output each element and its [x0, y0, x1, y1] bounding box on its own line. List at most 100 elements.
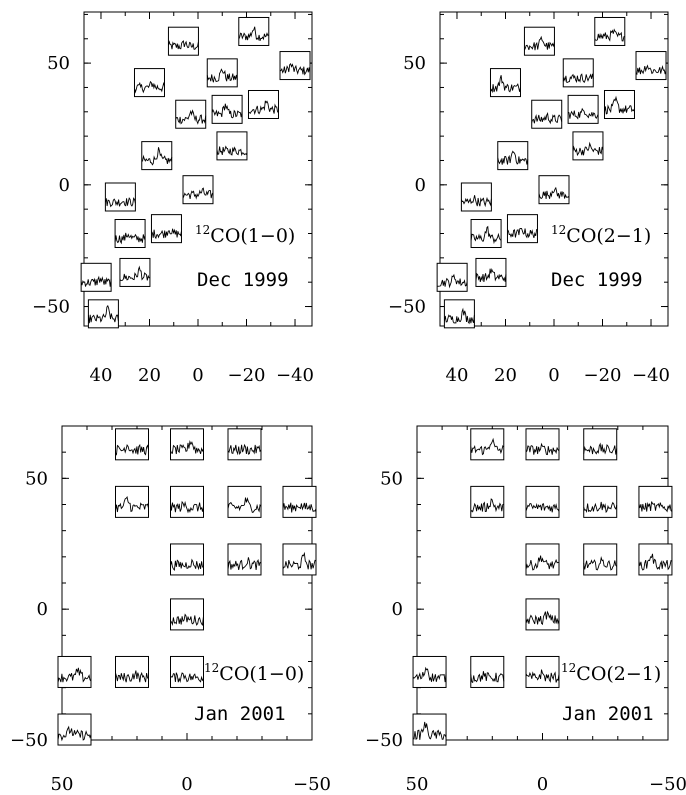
x-tick-label: −40: [632, 365, 670, 386]
spectrum-box: [282, 543, 317, 576]
spectrum-trace: [182, 187, 214, 200]
spectrum-trace: [238, 26, 270, 42]
spectrum-box: [538, 175, 570, 205]
spectrum-trace: [572, 141, 604, 157]
spectrum-trace: [151, 228, 182, 240]
spectrum-trace: [167, 40, 199, 50]
spectrum-box: [216, 131, 248, 161]
spectrum-trace: [227, 443, 262, 456]
spectrum-trace: [170, 558, 204, 572]
line-label-isotope: 12: [195, 223, 210, 237]
x-tick-label: 50: [51, 774, 74, 795]
spectrum-box: [489, 68, 521, 98]
x-tick-label: 40: [446, 365, 469, 386]
line-label: 12CO(2−1): [561, 661, 661, 685]
spectrum-trace: [638, 501, 673, 513]
x-tick-label: −20: [584, 365, 622, 386]
y-tick-label: −50: [10, 730, 48, 751]
y-tick-label: 50: [403, 53, 426, 74]
x-tick-label: 0: [548, 365, 559, 386]
spectrum-trace: [567, 107, 599, 120]
spectrum-trace: [279, 62, 311, 76]
spectrum-box: [412, 713, 447, 746]
line-label-transition: CO(2−1): [566, 225, 651, 247]
spectrum-box: [170, 543, 204, 576]
spectrum-trace: [525, 502, 560, 513]
line-label-isotope: 12: [204, 661, 219, 675]
line-label-transition: CO(1−0): [219, 663, 304, 685]
x-tick-label: −40: [276, 365, 314, 386]
spectrum-trace: [507, 227, 538, 239]
spectrum-box: [567, 94, 599, 124]
epoch-label: Dec 1999: [197, 269, 289, 291]
spectrum-box: [182, 175, 214, 205]
line-label: 12CO(1−0): [204, 661, 304, 685]
spectrum-trace: [638, 553, 673, 571]
x-tick-label: 0: [537, 774, 548, 795]
spectrum-box: [525, 598, 560, 631]
panel-co21-dec1999: 40 20 0 −20 −40 50 0 −50 12CO(2−1) Dec 1999: [388, 11, 670, 386]
spectrum-trace: [227, 557, 262, 571]
spectrum-trace: [583, 501, 618, 514]
plot-frame: [61, 425, 313, 741]
spectrum-box: [583, 543, 618, 576]
spectrum-trace: [531, 112, 563, 125]
y-tick-label: −50: [365, 730, 403, 751]
x-tick-label: 20: [494, 365, 517, 386]
spectrum-box: [170, 428, 204, 461]
spectrum-box: [436, 262, 468, 292]
spectrum-trace: [412, 666, 447, 683]
spectrum-box: [412, 655, 447, 688]
spectrum-box: [506, 214, 538, 244]
spectrum-trace: [114, 232, 146, 245]
spectrum-trace: [211, 103, 243, 119]
spectrum-box: [460, 182, 492, 212]
spectrum-trace: [460, 195, 492, 208]
spectrum-box: [443, 299, 475, 329]
spectrum-trace: [141, 147, 173, 166]
spectrum-box: [115, 428, 149, 461]
spectrum-box: [470, 485, 505, 518]
spectrum-trace: [470, 225, 502, 245]
line-label-isotope: 12: [561, 661, 576, 675]
epoch-label: Dec 1999: [551, 269, 643, 291]
line-label: 12CO(2−1): [551, 223, 651, 247]
spectrum-box: [150, 214, 182, 244]
spectrum-box: [635, 51, 667, 81]
y-tick-label: 50: [25, 468, 48, 489]
x-tick-label: −20: [228, 365, 266, 386]
spectrum-box: [80, 262, 112, 292]
spectrum-trace: [413, 721, 447, 740]
spectrum-trace: [583, 556, 618, 571]
spectrum-trace: [497, 150, 529, 165]
spectrum-trace: [248, 100, 279, 116]
spectrum-box: [470, 428, 505, 461]
spectrum-trace: [87, 304, 119, 324]
spectrum-trace: [115, 670, 149, 683]
spectrum-trace: [538, 186, 570, 199]
spectrum-trace: [170, 672, 204, 683]
line-label-transition: CO(2−1): [576, 663, 661, 685]
spectrum-trace: [437, 273, 468, 289]
y-tick-label: 0: [392, 599, 403, 620]
spectrum-box: [525, 485, 560, 518]
spectrum-trace: [216, 145, 248, 157]
spectrum-box: [572, 131, 604, 161]
spectrum-box: [638, 543, 673, 576]
y-tick-label: −50: [32, 297, 70, 318]
spectrum-box: [638, 485, 673, 518]
plot-frame: [416, 425, 669, 741]
y-tick-label: 50: [47, 53, 70, 74]
spectrum-box: [119, 257, 151, 287]
spectrum-box: [206, 58, 238, 88]
spectrum-box: [170, 655, 204, 688]
y-tick-label: 50: [380, 468, 403, 489]
x-tick-label: 50: [406, 774, 429, 795]
line-label-transition: CO(1−0): [210, 225, 295, 247]
spectrum-box: [227, 543, 262, 576]
x-tick-label: −50: [649, 774, 686, 795]
spectrum-trace: [470, 437, 505, 456]
epoch-label: Jan 2001: [194, 703, 286, 725]
spectrum-box: [141, 141, 173, 171]
spectrum-box: [57, 713, 92, 746]
